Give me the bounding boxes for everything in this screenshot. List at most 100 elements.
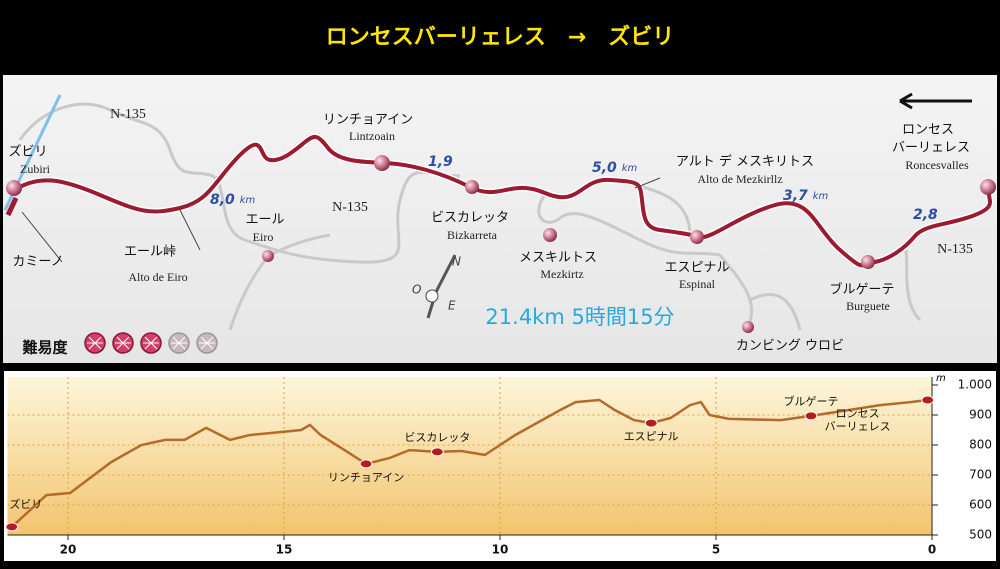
shell-ridges (87, 336, 103, 350)
distance-value: 5,0 (592, 160, 617, 176)
place-name: バーリェレス (892, 141, 970, 156)
distance: 8,0 km (210, 192, 255, 208)
station-label: リンチョアイン (328, 471, 404, 484)
leader (634, 177, 661, 189)
shell-ridges (199, 336, 215, 350)
map-panel (3, 75, 997, 363)
y-unit: m (936, 373, 946, 384)
station-dot (804, 411, 818, 421)
place-dot (465, 180, 479, 194)
place-dot (980, 179, 996, 195)
shell-ridges (115, 336, 131, 350)
x-tick-label: 0 (928, 543, 936, 557)
place-name: エスピナル (664, 261, 729, 276)
place-latin: Alto de Eiro (128, 270, 187, 284)
station-label: ズビリ (9, 497, 42, 511)
place-latin: Roncesvalles (905, 158, 969, 172)
camino-label: カミーノ (12, 255, 63, 270)
distance-value: 1,9 (428, 154, 453, 170)
y-tick-label: 900 (969, 408, 992, 422)
y-tick-label: 500 (969, 528, 992, 542)
y-tick-label: 800 (969, 438, 992, 452)
place-latin: Lintzoain (349, 129, 395, 143)
difficulty-icons (84, 332, 218, 354)
place-latin: Zubiri (20, 162, 51, 176)
elevation-chart: 500 600 700 800 900 1.000 20 15 10 5 0 m ズビリ リンチョアイン ビ… (5, 373, 992, 557)
leader (21, 211, 63, 263)
distance-unit: km (813, 191, 829, 202)
place-dot (742, 321, 754, 333)
place-name: メスキルトス (519, 251, 597, 266)
station-dot (644, 418, 658, 428)
place-dot (690, 230, 704, 244)
station-label: バーリェレス (825, 420, 891, 433)
place-name: ビスカレッタ (431, 211, 509, 226)
place-name: リンチョアイン (323, 113, 413, 128)
y-tick-label: 600 (969, 498, 992, 512)
camino-stub (5, 196, 19, 217)
station-dot (5, 522, 19, 532)
station-dot (359, 459, 373, 469)
elevation-line (10, 398, 928, 528)
road-label: N-135 (110, 107, 146, 122)
place-name: エール (245, 213, 284, 228)
place-name: アルト デ メスキリトス (676, 154, 814, 170)
station-dot (921, 395, 935, 405)
x-tick-label: 5 (712, 543, 720, 557)
direction-arrow (899, 92, 972, 110)
difficulty-label: 難易度 (22, 339, 68, 357)
distance: 3,7 km (783, 188, 828, 204)
place-dot (262, 250, 274, 262)
place-name: ズビリ (8, 144, 47, 160)
place-name: ブルゲーテ (829, 282, 894, 298)
place-latin: Bizkarreta (447, 228, 498, 242)
place-dot (6, 180, 22, 196)
station-label: ビスカレッタ (404, 431, 470, 444)
shell-ridges (171, 336, 187, 350)
plot-area (7, 377, 932, 535)
distance-unit: km (240, 195, 256, 206)
distance: 5,0 km (592, 160, 637, 176)
station-label: ブルゲーテ (784, 394, 839, 408)
leader (179, 209, 201, 251)
place-latin: Espinal (679, 277, 716, 291)
distance: 2,8 (913, 207, 938, 223)
camping-label: カンビング ウロビ (736, 339, 844, 354)
place-latin: Alto de Mezkirllz (697, 172, 782, 186)
station-label: エスピナル (624, 430, 679, 443)
distance-value: 3,7 (783, 188, 808, 204)
summary: 21.4km 5時間15分 (485, 305, 674, 329)
x-tick-label: 20 (60, 543, 77, 557)
place-name: エール峠 (124, 245, 176, 260)
place-latin: Eiro (253, 230, 274, 244)
place-dot (543, 228, 557, 242)
place-name: ロンセス (902, 123, 954, 138)
compass-letter: N (452, 255, 461, 269)
place-dot (374, 155, 390, 171)
x-tick-label: 15 (276, 543, 293, 557)
distance-value: 8,0 (210, 192, 235, 208)
compass: N O E (412, 254, 461, 319)
place-latin: Burguete (846, 299, 890, 313)
place-dots (6, 155, 996, 333)
y-tick-label: 700 (969, 468, 992, 482)
distance: 1,9 (428, 154, 453, 170)
place-latin: Mezkirtz (540, 267, 583, 281)
roads (18, 102, 922, 331)
road-label: N-135 (332, 200, 368, 215)
compass-center (425, 289, 439, 303)
shell-ridges (143, 336, 159, 350)
compass-letter: E (448, 299, 456, 313)
road-label: N-135 (937, 242, 973, 257)
station-label: ロンセス (836, 407, 880, 420)
place-dot (861, 255, 875, 269)
distance-unit: km (622, 163, 638, 174)
y-tick-label: 1.000 (958, 378, 992, 392)
title: ロンセスバーリェレス → ズビリ (326, 24, 674, 50)
compass-letter: O (412, 283, 421, 297)
x-tick-label: 10 (492, 543, 509, 557)
map: N-135 N-135 N-135 ズビリ Zubiri エール峠 Alto d… (3, 92, 996, 357)
station-dot (430, 447, 444, 457)
distance-value: 2,8 (913, 207, 938, 223)
